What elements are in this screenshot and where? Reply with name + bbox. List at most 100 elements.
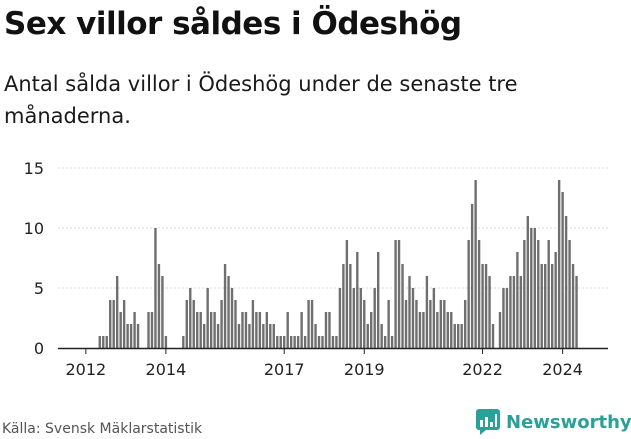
bar: [314, 324, 317, 348]
bar: [258, 312, 262, 348]
bar: [484, 264, 488, 348]
bar: [363, 300, 366, 348]
y-tick-label: 0: [34, 339, 44, 358]
bar: [491, 324, 495, 348]
bar: [154, 228, 157, 348]
bar: [457, 324, 460, 348]
bar: [502, 288, 505, 348]
chart-title: Sex villor såldes i Ödeshög: [4, 6, 462, 42]
newsworthy-logo[interactable]: Newsworthy: [476, 409, 631, 435]
bar: [460, 324, 463, 348]
bar: [383, 336, 387, 348]
bar: [366, 324, 369, 348]
bar: [206, 288, 209, 348]
bar: [202, 324, 206, 348]
bar: [526, 216, 530, 348]
newsworthy-logo-icon: [476, 409, 500, 435]
bar: [220, 300, 223, 348]
bar: [105, 336, 108, 348]
bar: [296, 336, 300, 348]
bar: [474, 180, 477, 348]
bar: [356, 252, 359, 348]
bar: [425, 276, 429, 348]
bar: [498, 312, 502, 348]
bar: [429, 300, 432, 348]
bar: [98, 336, 101, 348]
bar: [523, 240, 526, 348]
bar: [404, 300, 408, 348]
bar: [370, 312, 373, 348]
x-tick-label: 2014: [146, 360, 187, 379]
bar: [279, 336, 282, 348]
bar: [161, 276, 164, 348]
bar: [422, 312, 425, 348]
bar: [537, 240, 540, 348]
bar: [568, 240, 571, 348]
bar: [289, 336, 293, 348]
bar: [213, 312, 216, 348]
bar: [244, 312, 248, 348]
bar: [199, 312, 202, 348]
bar: [415, 300, 418, 348]
bar: [450, 312, 453, 348]
bar: [418, 312, 422, 348]
bar: [401, 264, 404, 348]
bar: [126, 324, 129, 348]
bar: [550, 264, 554, 348]
bar: [272, 324, 275, 348]
bar: [439, 300, 443, 348]
bar: [196, 312, 199, 348]
bar: [397, 240, 401, 348]
bar: [102, 336, 105, 348]
bar: [345, 240, 349, 348]
bar: [182, 336, 185, 348]
bar: [234, 300, 237, 348]
bar: [467, 240, 470, 348]
bar: [185, 300, 188, 348]
bar: [303, 336, 307, 348]
y-tick-label: 5: [34, 279, 44, 298]
bar: [408, 276, 411, 348]
bar: [394, 240, 397, 348]
bar: [380, 324, 383, 348]
bar: [255, 312, 258, 348]
bar: [307, 300, 310, 348]
bar: [561, 192, 564, 348]
bar: [488, 276, 491, 348]
bar: [376, 252, 380, 348]
bar: [223, 264, 227, 348]
y-tick-label: 10: [24, 219, 44, 238]
y-tick-label: 15: [24, 159, 44, 178]
bar: [411, 288, 415, 348]
bar: [310, 300, 314, 348]
bar: [338, 288, 342, 348]
bar: [157, 264, 161, 348]
bar: [331, 336, 335, 348]
bar: [505, 288, 509, 348]
bar: [470, 204, 474, 348]
bar: [293, 336, 296, 348]
source-note: Källa: Svensk Mäklarstatistik: [2, 421, 203, 437]
bar: [436, 312, 439, 348]
bar: [216, 324, 220, 348]
x-tick-label: 2017: [264, 360, 305, 379]
bar: [571, 264, 575, 348]
bar: [227, 276, 230, 348]
bar: [554, 252, 557, 348]
bar: [150, 312, 154, 348]
bar: [112, 300, 115, 348]
bar: [122, 300, 126, 348]
x-tick-label: 2022: [462, 360, 503, 379]
bar: [443, 300, 446, 348]
bar: [136, 324, 140, 348]
bar: [147, 312, 150, 348]
bar: [321, 336, 324, 348]
bar: [432, 288, 436, 348]
bar: [241, 312, 244, 348]
bar: [192, 300, 195, 348]
bar: [575, 276, 578, 348]
bar: [544, 264, 547, 348]
bar: [115, 276, 119, 348]
bar: [446, 312, 449, 348]
x-tick-label: 2019: [344, 360, 385, 379]
